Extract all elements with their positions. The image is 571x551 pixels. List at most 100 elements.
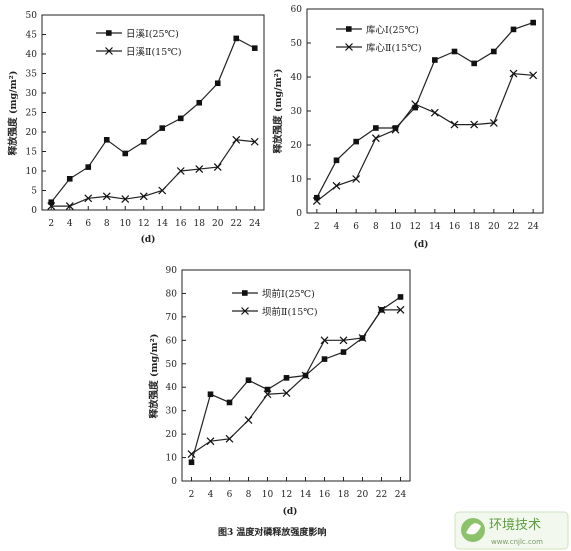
data-point-x [84, 194, 93, 203]
data-point-square [491, 48, 497, 55]
data-point-square [333, 157, 340, 164]
data-point-x [121, 195, 130, 204]
legend-marker-square [106, 30, 112, 36]
data-point-x [232, 135, 241, 144]
y-tick-label: 0 [171, 477, 177, 487]
series-line [50, 37, 256, 203]
legend-marker-x [105, 47, 113, 55]
legend-marker-x [241, 307, 249, 315]
x-tick-label: 18 [194, 219, 206, 229]
data-point-x [430, 108, 439, 117]
data-point-x [391, 125, 400, 134]
x-tick-label: 16 [449, 222, 461, 232]
data-point-square [412, 104, 418, 111]
x-tick-label: 12 [281, 490, 292, 500]
data-point-x [450, 120, 459, 129]
data-point-square [314, 194, 320, 201]
x-tick-label: 20 [357, 490, 369, 500]
watermark-logo: 环境技术 www.cnjlc.com [454, 511, 569, 550]
data-point-square [122, 150, 129, 157]
x-tick-label: 20 [212, 219, 224, 229]
plot-frame [306, 8, 544, 214]
legend-label: 日溪Ⅰ(25℃) [126, 28, 179, 40]
y-tick-label: 20 [26, 128, 38, 138]
y-tick-label: 50 [26, 11, 38, 21]
data-point-x [352, 175, 361, 183]
legend-label: 坝前Ⅱ(15℃) [262, 306, 318, 318]
x-tick-label: 14 [157, 219, 169, 229]
x-tick-label: 24 [527, 222, 539, 232]
x-tick-label: 14 [300, 490, 312, 500]
data-point-square [85, 164, 92, 170]
data-point-x [225, 434, 234, 443]
data-point-x [102, 192, 111, 201]
y-axis-label: 释放强度 (mg/m²) [272, 69, 284, 154]
data-point-x [206, 437, 215, 446]
data-point-square [245, 377, 252, 383]
data-point-x [320, 336, 329, 345]
data-point-x [282, 389, 291, 398]
x-tick-label: 16 [319, 490, 331, 500]
data-point-square [510, 26, 517, 33]
y-tick-label: 30 [291, 107, 303, 117]
data-point-x [509, 69, 518, 78]
series-line [316, 72, 534, 202]
y-tick-label: 25 [26, 109, 38, 119]
data-point-square [177, 115, 184, 122]
data-point-square [207, 391, 214, 398]
data-point-square [251, 45, 258, 51]
y-tick-label: 20 [166, 430, 178, 440]
legend-marker-square [346, 26, 352, 32]
y-axis-label: 释放强度 (mg/m²) [7, 71, 19, 156]
y-tick-label: 90 [166, 266, 178, 276]
x-tick-label: 22 [376, 490, 387, 500]
data-point-square [340, 349, 347, 355]
x-tick-label: 16 [175, 219, 187, 229]
data-point-square [353, 138, 359, 145]
data-point-x [187, 450, 196, 458]
x-tick-label: 8 [246, 490, 252, 500]
x-tick-label: 4 [67, 219, 73, 229]
x-tick-label: 24 [249, 219, 261, 229]
x-tick-label: 8 [104, 219, 110, 229]
legend-marker-square [242, 290, 248, 296]
data-point-square [196, 99, 203, 106]
data-point-x [47, 202, 56, 211]
data-point-x [489, 118, 498, 127]
data-point-square [321, 356, 328, 362]
x-tick-label: 22 [231, 219, 242, 229]
y-tick-label: 80 [166, 289, 178, 299]
data-point-x [377, 305, 386, 314]
x-tick-label: 2 [314, 222, 320, 232]
watermark-title: 环境技术 [489, 518, 541, 533]
data-point-x [312, 197, 321, 206]
data-point-square [530, 19, 536, 26]
x-tick-label: 4 [334, 222, 340, 232]
x-tick-label: 12 [138, 219, 149, 229]
y-tick-label: 60 [166, 336, 178, 346]
x-tick-label: 2 [189, 490, 195, 500]
x-axis-label: (d) [283, 506, 298, 517]
data-point-square [451, 48, 458, 55]
data-point-square [66, 176, 73, 182]
y-tick-label: 50 [291, 39, 303, 49]
x-tick-label: 8 [373, 222, 379, 232]
legend-marker-x [345, 43, 353, 51]
data-point-x [358, 334, 367, 342]
y-tick-label: 40 [291, 73, 303, 83]
y-tick-label: 0 [31, 206, 37, 216]
legend-label: 坝前Ⅰ(25℃) [262, 288, 315, 300]
data-point-x [65, 202, 74, 211]
legend-label: 库心Ⅰ(25℃) [366, 24, 419, 36]
y-tick-label: 40 [166, 383, 178, 393]
data-point-x [411, 100, 420, 109]
y-tick-label: 70 [166, 313, 178, 323]
data-point-x [263, 390, 272, 399]
series-line [51, 139, 255, 207]
data-point-x [195, 165, 204, 173]
data-point-x [332, 181, 341, 190]
plot-frame [41, 14, 265, 211]
